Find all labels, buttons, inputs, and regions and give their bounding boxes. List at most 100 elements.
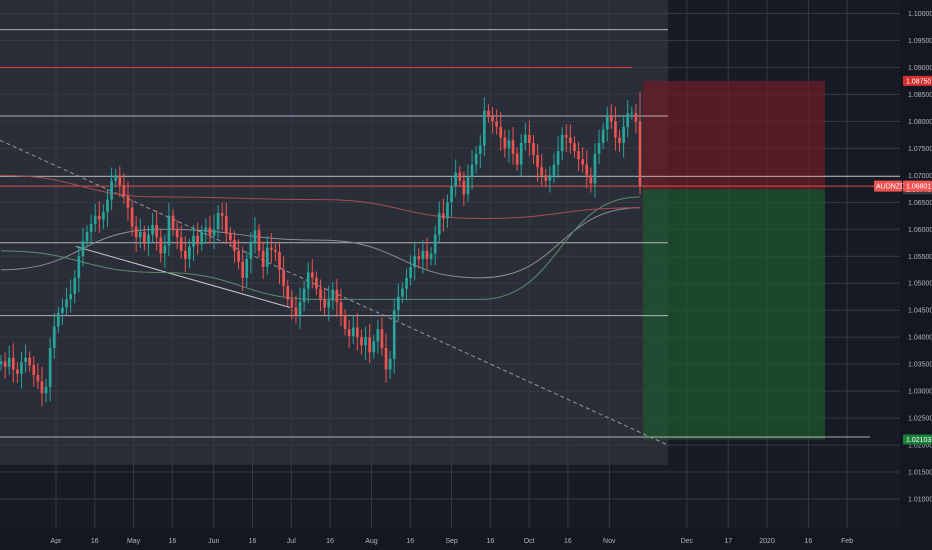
candle-body <box>347 329 351 337</box>
time-tick-label: 17 <box>724 538 732 545</box>
candle-body <box>298 302 302 316</box>
candle-body <box>122 185 126 196</box>
current-price-tag: 1.06801 <box>906 184 931 191</box>
price-tick-label: 1.05000 <box>908 281 932 288</box>
candle-body <box>97 215 101 220</box>
candle-body <box>159 237 163 254</box>
price-tick-label: 1.07000 <box>908 173 932 180</box>
candle-body <box>241 261 245 278</box>
candle-body <box>593 153 597 184</box>
candle-body <box>102 212 105 220</box>
candle-body <box>138 231 142 238</box>
candle-body <box>282 269 285 286</box>
moving-average-red <box>0 174 641 220</box>
candle-body <box>183 250 187 259</box>
candle-body <box>77 256 81 278</box>
stop-price-tag: 1.08750 <box>906 78 931 85</box>
candle-body <box>28 357 32 366</box>
candle-body <box>114 175 118 181</box>
candle-body <box>339 302 343 316</box>
candle-body <box>7 357 11 367</box>
candle-body <box>556 151 560 165</box>
candle-body <box>425 250 429 259</box>
candle-body <box>532 142 535 155</box>
candle-body <box>233 240 236 251</box>
candle-body <box>200 231 204 245</box>
candle-body <box>163 245 167 254</box>
candle-body <box>229 233 232 241</box>
price-tick-label: 1.02500 <box>908 416 932 423</box>
candle-body <box>446 202 449 219</box>
candle-body <box>396 296 400 311</box>
candle-body <box>3 361 7 367</box>
time-tick-label: Jun <box>208 538 219 545</box>
candle-body <box>48 347 52 387</box>
candle-body <box>245 258 249 278</box>
candle-body <box>544 175 548 181</box>
candle-body <box>175 229 179 238</box>
candle-body <box>343 315 347 330</box>
candle-body <box>384 347 388 370</box>
time-tick-label: Dec <box>681 538 694 545</box>
candle-body <box>261 250 265 268</box>
candle-body <box>286 285 290 300</box>
candle-body <box>499 126 503 138</box>
candle-body <box>327 300 331 308</box>
time-tick-label: 2020 <box>759 538 775 545</box>
time-tick-label: Nov <box>603 538 616 545</box>
candle-body <box>454 172 458 187</box>
candle-body <box>474 153 478 165</box>
channel-trendline[interactable] <box>75 246 291 308</box>
candle-body <box>622 126 625 143</box>
candle-body <box>65 299 68 308</box>
candle-body <box>577 151 580 160</box>
candle-body <box>40 381 44 394</box>
candle-body <box>618 137 621 143</box>
time-tick-label: 16 <box>326 538 334 545</box>
symbol-tag-background <box>874 180 902 192</box>
candle-body <box>237 250 240 262</box>
candle-body <box>491 116 494 122</box>
candle-body <box>351 327 355 337</box>
candle-body <box>564 134 568 138</box>
target-price-tag: 1.02103 <box>906 437 931 444</box>
time-tick-label: Sep <box>445 538 458 545</box>
candle-body <box>388 358 392 370</box>
candle-body <box>630 113 634 115</box>
candle-body <box>85 231 89 242</box>
candle-body <box>89 223 93 232</box>
moving-average-gray <box>0 207 641 279</box>
candle-body <box>167 215 171 246</box>
take-profit-zone[interactable] <box>643 189 825 440</box>
candle-body <box>437 213 441 235</box>
candle-body <box>188 246 191 259</box>
time-axis-background <box>0 528 932 550</box>
price-tick-label: 1.09000 <box>908 65 932 72</box>
time-tick-label: May <box>127 538 141 545</box>
candle-body <box>24 357 27 362</box>
candle-body <box>560 134 564 152</box>
candle-body <box>401 288 404 297</box>
candle-body <box>515 153 519 165</box>
candle-body <box>487 110 490 116</box>
candle-body <box>368 337 371 353</box>
candle-body <box>433 234 437 254</box>
candle-body <box>528 134 531 143</box>
candle-body <box>73 277 77 295</box>
price-tick-label: 1.02000 <box>908 443 932 450</box>
candle-body <box>634 113 638 122</box>
candle-body <box>265 247 269 268</box>
candle-body <box>569 137 572 143</box>
candle-body <box>249 242 253 259</box>
candle-body <box>519 142 523 165</box>
candle-body <box>376 329 380 342</box>
time-tick-label: 16 <box>168 538 176 545</box>
candle-body <box>44 386 48 394</box>
price-tick-label: 1.05500 <box>908 254 932 261</box>
price-tick-label: 1.01500 <box>908 470 932 477</box>
time-tick-label: 16 <box>486 538 494 545</box>
stop-loss-zone[interactable] <box>643 80 825 190</box>
candle-body <box>0 361 3 365</box>
